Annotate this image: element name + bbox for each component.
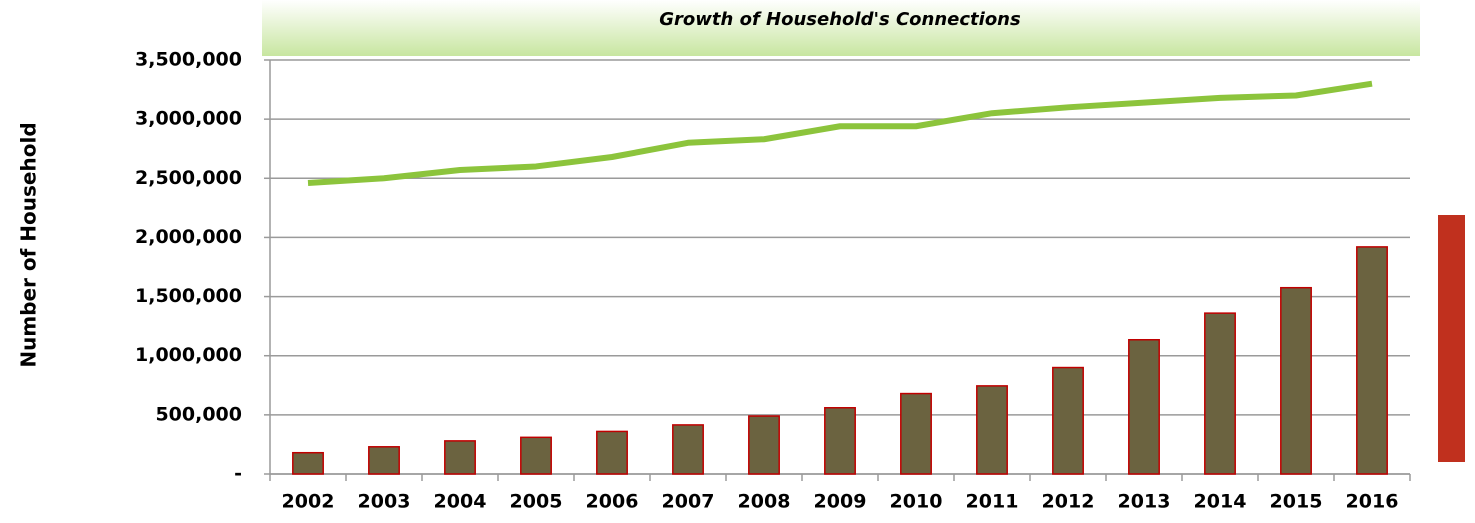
y-tick-label: 3,500,000 <box>135 49 242 71</box>
x-tick-label: 2014 <box>1194 491 1247 513</box>
bar <box>368 446 400 475</box>
x-tick-label: 2002 <box>282 491 335 513</box>
y-tick-label: 3,000,000 <box>135 108 242 130</box>
y-axis-label: Number of Household <box>17 122 41 367</box>
y-tick-label: - <box>234 463 242 485</box>
chart-title: Growth of Household's Connections <box>659 9 1021 30</box>
x-tick-label: 2015 <box>1270 491 1323 513</box>
x-tick-label: 2013 <box>1118 491 1171 513</box>
x-tick-label: 2004 <box>434 491 487 513</box>
y-tick-label: 1,000,000 <box>135 344 242 366</box>
bar <box>596 430 628 475</box>
x-tick-label: 2010 <box>890 491 943 513</box>
x-tick-label: 2003 <box>358 491 411 513</box>
y-tick-label: 1,500,000 <box>135 285 242 307</box>
bar <box>976 385 1008 475</box>
x-tick-label: 2011 <box>966 491 1019 513</box>
bar <box>1356 246 1388 475</box>
x-tick-label: 2008 <box>738 491 791 513</box>
x-tick-label: 2006 <box>586 491 639 513</box>
bar <box>292 451 324 475</box>
y-tick-label: 500,000 <box>155 403 242 425</box>
bar <box>1052 366 1084 475</box>
bar <box>1128 338 1160 475</box>
legend-swatch <box>1438 215 1465 462</box>
x-tick-label: 2009 <box>814 491 867 513</box>
x-tick-label: 2012 <box>1042 491 1095 513</box>
bar <box>672 424 704 475</box>
bar <box>1280 286 1312 475</box>
bar <box>900 392 932 475</box>
y-tick-label: 2,000,000 <box>135 226 242 248</box>
bar <box>444 440 476 475</box>
bar <box>520 436 552 475</box>
title-banner <box>262 0 1420 56</box>
bar <box>748 415 780 475</box>
bar <box>1204 312 1236 475</box>
line <box>307 80 1373 187</box>
x-tick-label: 2007 <box>662 491 715 513</box>
bar <box>824 407 856 475</box>
x-tick-label: 2005 <box>510 491 563 513</box>
y-tick-label: 2,500,000 <box>135 167 242 189</box>
x-tick-label: 2016 <box>1346 491 1399 513</box>
